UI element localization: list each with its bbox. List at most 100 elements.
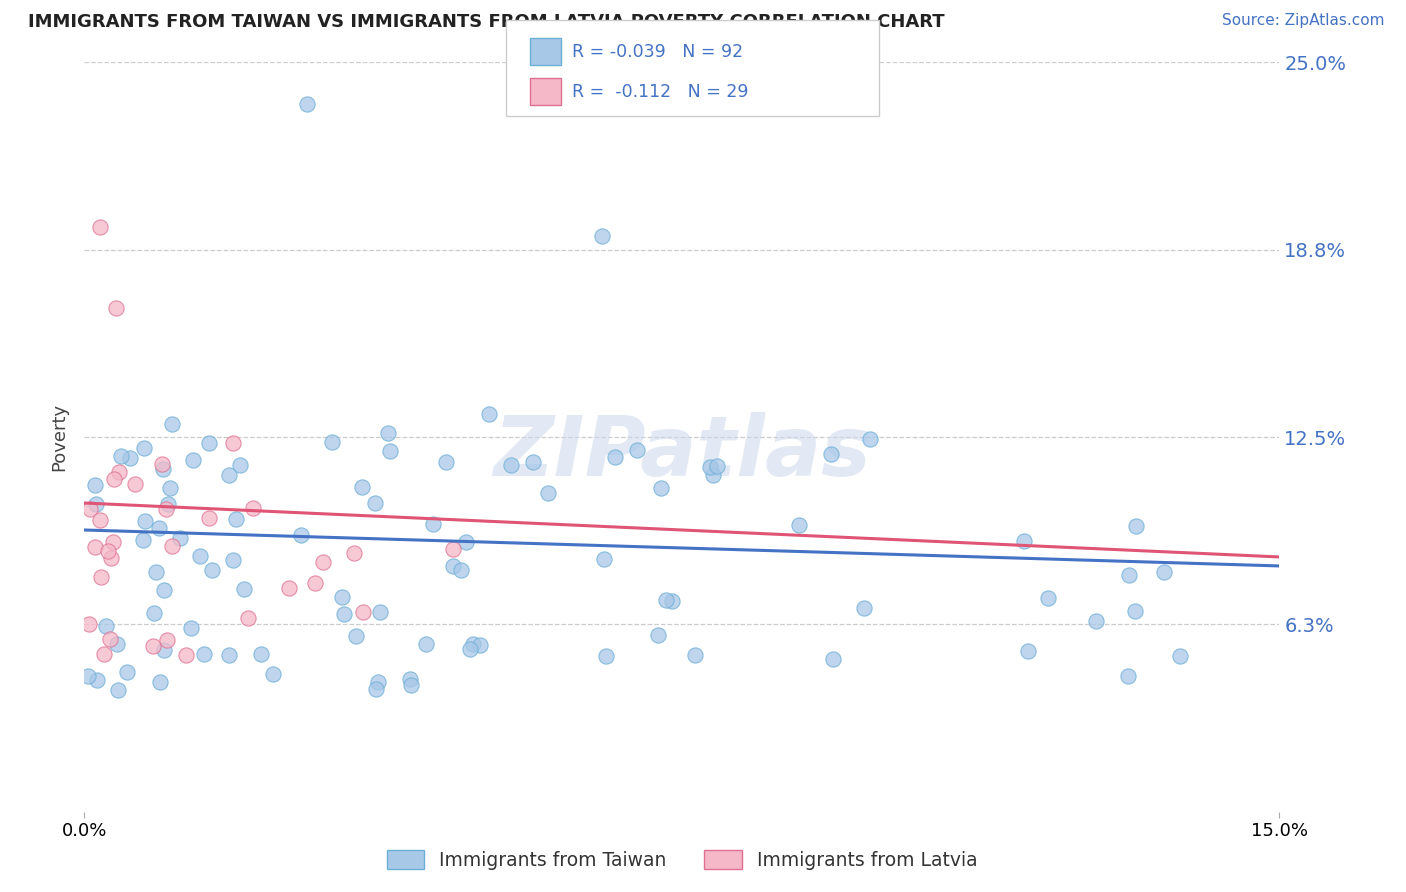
Point: [1116, 669, 1139, 683]
Point: [297, 97, 319, 112]
Text: ZIPatlas: ZIPatlas: [494, 411, 870, 492]
Point: [304, 576, 326, 591]
Point: [89, 220, 111, 235]
Point: [706, 458, 728, 473]
Point: [153, 583, 176, 598]
Point: [77, 669, 100, 683]
Point: [169, 531, 191, 545]
Legend: Immigrants from Taiwan, Immigrants from Latvia: Immigrants from Taiwan, Immigrants from …: [380, 842, 984, 877]
Point: [108, 466, 131, 480]
Point: [225, 512, 247, 526]
Point: [330, 591, 353, 605]
Point: [218, 468, 240, 483]
Point: [222, 553, 245, 567]
Point: [90, 570, 112, 584]
Point: [350, 480, 373, 494]
Point: [159, 481, 181, 495]
Point: [1125, 519, 1147, 533]
Point: [650, 482, 672, 496]
Point: [143, 606, 166, 620]
Point: [110, 449, 132, 463]
Point: [149, 675, 172, 690]
Point: [120, 450, 142, 465]
Point: [156, 497, 179, 511]
Point: [278, 581, 301, 595]
Point: [458, 642, 481, 657]
Point: [593, 551, 616, 566]
Point: [321, 435, 343, 450]
Point: [461, 637, 484, 651]
Point: [1123, 604, 1146, 618]
Point: [197, 435, 219, 450]
Point: [84, 540, 107, 554]
Point: [364, 495, 387, 509]
Point: [377, 425, 399, 440]
Point: [262, 666, 284, 681]
Point: [188, 549, 211, 564]
Point: [626, 443, 648, 458]
Point: [155, 501, 177, 516]
Point: [236, 611, 259, 625]
Point: [105, 301, 128, 316]
Point: [98, 632, 121, 647]
Point: [367, 674, 389, 689]
Point: [150, 457, 173, 471]
Point: [290, 528, 312, 542]
Point: [537, 486, 560, 500]
Point: [142, 639, 165, 653]
Point: [84, 497, 107, 511]
Point: [399, 678, 422, 692]
Point: [103, 472, 125, 486]
Point: [859, 432, 882, 446]
Point: [124, 477, 146, 491]
Point: [153, 643, 176, 657]
Point: [595, 649, 617, 664]
Point: [134, 514, 156, 528]
Point: [1170, 648, 1192, 663]
Point: [197, 511, 219, 525]
Point: [83, 477, 105, 491]
Point: [312, 555, 335, 569]
Point: [399, 672, 422, 686]
Point: [378, 444, 401, 458]
Point: [93, 647, 115, 661]
Point: [1017, 644, 1039, 658]
Point: [181, 453, 204, 467]
Point: [787, 517, 810, 532]
Point: [450, 563, 472, 577]
Point: [152, 462, 174, 476]
Point: [233, 582, 256, 596]
Point: [145, 565, 167, 579]
Point: [344, 629, 367, 643]
Point: [468, 638, 491, 652]
Point: [160, 417, 183, 431]
Point: [148, 521, 170, 535]
Point: [180, 621, 202, 635]
Point: [499, 458, 522, 472]
Point: [193, 647, 215, 661]
Point: [478, 407, 501, 421]
Point: [242, 501, 264, 516]
Point: [103, 535, 125, 549]
Point: [94, 619, 117, 633]
Text: R =  -0.112   N = 29: R = -0.112 N = 29: [572, 83, 749, 102]
Point: [343, 546, 366, 560]
Point: [434, 455, 457, 469]
Point: [820, 446, 842, 460]
Point: [647, 628, 669, 642]
Point: [699, 460, 721, 475]
Point: [441, 542, 464, 557]
Point: [201, 563, 224, 577]
Point: [86, 673, 108, 688]
Point: [1012, 533, 1035, 548]
Y-axis label: Poverty: Poverty: [51, 403, 69, 471]
Text: Source: ZipAtlas.com: Source: ZipAtlas.com: [1222, 13, 1385, 29]
Point: [454, 535, 477, 549]
Point: [1085, 614, 1108, 628]
Point: [105, 636, 128, 650]
Point: [415, 637, 437, 651]
Point: [1153, 565, 1175, 579]
Point: [655, 592, 678, 607]
Point: [605, 450, 627, 465]
Point: [89, 513, 111, 527]
